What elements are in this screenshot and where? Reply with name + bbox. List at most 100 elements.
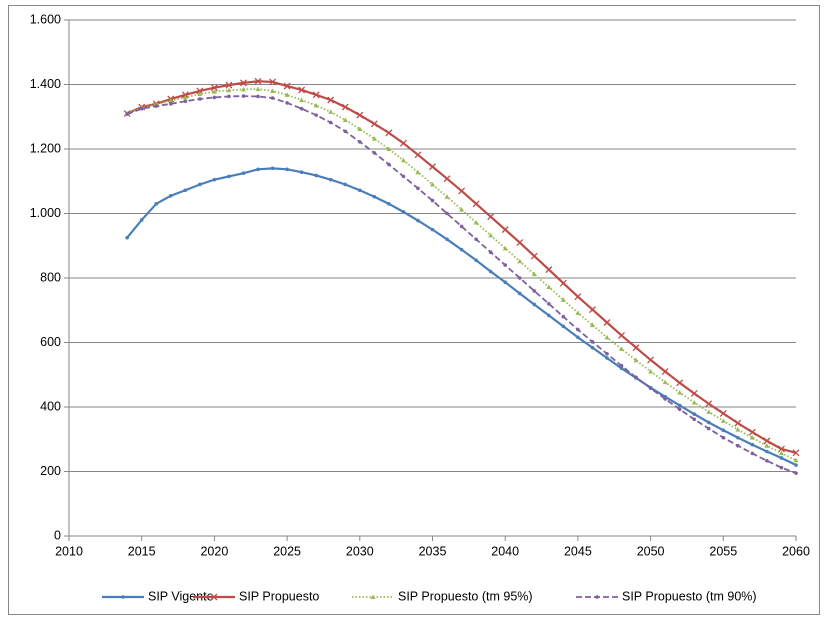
legend-marker bbox=[210, 593, 218, 601]
data-point bbox=[181, 91, 189, 99]
x-tick-label: 2020 bbox=[200, 544, 228, 558]
data-point bbox=[372, 151, 377, 155]
data-point bbox=[605, 356, 609, 360]
data-point bbox=[429, 163, 436, 171]
data-point bbox=[314, 113, 318, 117]
data-point bbox=[661, 368, 669, 375]
data-point bbox=[619, 363, 624, 368]
data-point bbox=[342, 117, 348, 122]
data-point bbox=[588, 306, 596, 314]
data-point bbox=[735, 427, 741, 432]
data-point bbox=[210, 84, 218, 92]
data-point bbox=[241, 171, 246, 175]
data-point bbox=[399, 139, 407, 147]
data-point bbox=[283, 82, 291, 90]
data-point bbox=[472, 200, 480, 208]
x-tick-label: 2050 bbox=[637, 544, 665, 558]
data-point bbox=[721, 435, 726, 440]
data-point bbox=[547, 313, 551, 318]
data-point bbox=[386, 146, 392, 151]
data-point bbox=[327, 96, 335, 104]
data-point bbox=[356, 111, 364, 119]
data-point bbox=[677, 403, 682, 408]
legend-label: SIP Propuesto bbox=[239, 589, 319, 603]
data-point bbox=[765, 449, 769, 454]
data-point bbox=[139, 218, 144, 222]
legend-marker bbox=[121, 595, 125, 599]
y-tick-label: 1.400 bbox=[30, 77, 61, 91]
data-point bbox=[503, 280, 508, 284]
data-point bbox=[794, 463, 798, 467]
data-point bbox=[691, 399, 697, 405]
data-point bbox=[125, 112, 129, 116]
data-point bbox=[794, 471, 798, 475]
data-point bbox=[254, 77, 262, 85]
data-point bbox=[559, 279, 567, 287]
data-point bbox=[619, 346, 625, 351]
data-point bbox=[154, 202, 159, 206]
data-point bbox=[459, 247, 464, 252]
data-point bbox=[648, 386, 653, 391]
data-point bbox=[487, 213, 495, 221]
data-point bbox=[618, 331, 625, 339]
data-point bbox=[197, 91, 203, 97]
data-point bbox=[270, 166, 275, 171]
data-point bbox=[312, 91, 320, 99]
data-point bbox=[561, 314, 566, 319]
data-point bbox=[299, 97, 305, 102]
data-point bbox=[445, 211, 449, 216]
data-point bbox=[589, 322, 595, 328]
data-point bbox=[387, 202, 391, 206]
data-point bbox=[574, 293, 582, 301]
y-tick-label: 0 bbox=[54, 528, 61, 542]
data-point bbox=[285, 101, 289, 105]
data-point bbox=[225, 81, 233, 89]
y-tick-label: 1.600 bbox=[30, 12, 61, 26]
data-point bbox=[125, 235, 129, 240]
data-point bbox=[736, 435, 740, 440]
data-point bbox=[502, 245, 508, 251]
data-point bbox=[256, 94, 260, 99]
data-point bbox=[270, 88, 276, 93]
data-point bbox=[182, 94, 188, 100]
data-point bbox=[706, 420, 711, 425]
data-point bbox=[605, 351, 609, 356]
data-point bbox=[358, 188, 362, 193]
data-point bbox=[576, 327, 580, 332]
data-point bbox=[488, 232, 494, 238]
data-point bbox=[416, 186, 420, 191]
data-point bbox=[603, 319, 611, 326]
data-point bbox=[719, 409, 727, 417]
data-point bbox=[517, 291, 522, 296]
data-point bbox=[445, 237, 449, 242]
data-point bbox=[371, 136, 377, 141]
data-point bbox=[343, 182, 348, 187]
legend-marker bbox=[370, 594, 376, 599]
data-point bbox=[299, 106, 304, 111]
x-tick-label: 2045 bbox=[564, 544, 592, 558]
data-point bbox=[736, 443, 740, 448]
data-point bbox=[226, 87, 232, 93]
data-point bbox=[269, 78, 277, 86]
data-point bbox=[415, 169, 421, 175]
data-point bbox=[575, 310, 581, 315]
data-point bbox=[530, 252, 538, 260]
y-tick-label: 600 bbox=[40, 335, 61, 349]
data-point bbox=[779, 456, 784, 460]
data-point bbox=[764, 443, 770, 448]
data-point bbox=[168, 98, 174, 103]
data-point bbox=[459, 224, 464, 229]
y-tick-label: 1.200 bbox=[30, 141, 61, 155]
data-point bbox=[706, 426, 711, 431]
data-point bbox=[560, 297, 566, 302]
data-point bbox=[387, 162, 391, 167]
x-tick-label: 2040 bbox=[491, 544, 519, 558]
data-point bbox=[532, 289, 537, 293]
data-point bbox=[255, 86, 261, 92]
data-point bbox=[474, 237, 478, 242]
data-point bbox=[198, 97, 202, 101]
x-tick-label: 2010 bbox=[55, 544, 83, 558]
data-point bbox=[328, 177, 333, 182]
data-point bbox=[256, 167, 260, 172]
data-point bbox=[793, 457, 799, 463]
